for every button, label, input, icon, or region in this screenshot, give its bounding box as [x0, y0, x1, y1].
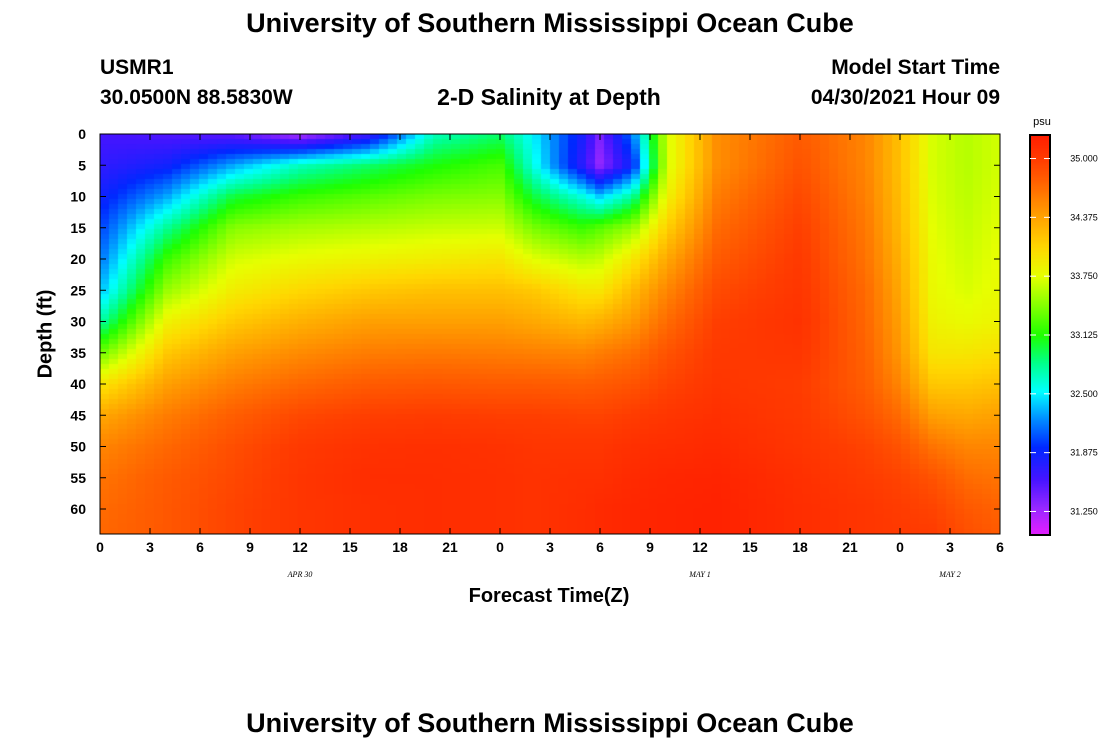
page-title-bottom: University of Southern Mississippi Ocean… — [246, 708, 854, 738]
y-tick-label: 35 — [70, 345, 86, 361]
plot-frame — [99, 133, 1001, 535]
colorbar-tick-label: 31.875 — [1070, 448, 1098, 458]
model-start-label: Model Start Time — [831, 56, 1000, 79]
x-tick-label: 18 — [792, 539, 808, 555]
colorbar-tick-label: 32.500 — [1070, 389, 1098, 399]
y-tick-label: 15 — [70, 220, 86, 236]
date-label-apr30: APR 30 — [287, 570, 313, 579]
colorbar-gradient — [1030, 135, 1050, 535]
y-axis-label: Depth (ft) — [34, 289, 57, 379]
x-axis-label: Forecast Time(Z) — [468, 585, 630, 607]
x-tick-label: 3 — [546, 539, 554, 555]
date-label-may1: MAY 1 — [689, 570, 711, 579]
colorbar-tick-label: 33.125 — [1070, 330, 1098, 340]
x-tick-label: 6 — [996, 539, 1004, 555]
y-tick-label: 5 — [78, 157, 86, 173]
x-tick-label: 15 — [742, 539, 758, 555]
y-tick-label: 40 — [70, 376, 86, 392]
colorbar-tick-label: 31.250 — [1070, 506, 1098, 516]
x-tick-label: 9 — [646, 539, 654, 555]
colorbar-units: psu — [1033, 116, 1051, 128]
chart-title: 2-D Salinity at Depth — [437, 84, 661, 110]
station-id: USMR1 — [100, 56, 174, 79]
page-title-top: University of Southern Mississippi Ocean… — [246, 8, 854, 38]
y-tick-label: 30 — [70, 314, 86, 330]
colorbar-tick-label: 34.375 — [1070, 212, 1098, 222]
station-coords: 30.0500N 88.5830W — [100, 86, 293, 109]
x-tick-label: 21 — [442, 539, 458, 555]
colorbar-tick-label: 33.750 — [1070, 271, 1098, 281]
colorbar-tick-label: 35.000 — [1070, 154, 1098, 164]
y-tick-label: 25 — [70, 282, 86, 298]
date-label-may2: MAY 2 — [939, 570, 961, 579]
x-tick-label: 6 — [196, 539, 204, 555]
x-tick-label: 9 — [246, 539, 254, 555]
y-tick-label: 10 — [70, 189, 86, 205]
x-tick-label: 15 — [342, 539, 358, 555]
x-tick-label: 3 — [146, 539, 154, 555]
x-tick-label: 18 — [392, 539, 408, 555]
x-tick-label: 0 — [896, 539, 904, 555]
y-tick-label: 20 — [70, 251, 86, 267]
y-tick-label: 60 — [70, 501, 86, 517]
x-tick-label: 0 — [96, 539, 104, 555]
y-tick-label: 55 — [70, 470, 86, 486]
model-start-time: 04/30/2021 Hour 09 — [810, 86, 1000, 109]
x-tick-label: 3 — [946, 539, 954, 555]
x-tick-label: 21 — [842, 539, 858, 555]
x-tick-label: 12 — [692, 539, 708, 555]
y-tick-label: 45 — [70, 407, 86, 423]
y-tick-label: 50 — [70, 439, 86, 455]
x-tick-label: 6 — [596, 539, 604, 555]
x-tick-label: 12 — [292, 539, 308, 555]
salinity-heatmap — [100, 134, 1000, 534]
x-tick-label: 0 — [496, 539, 504, 555]
y-tick-label: 0 — [78, 126, 86, 142]
